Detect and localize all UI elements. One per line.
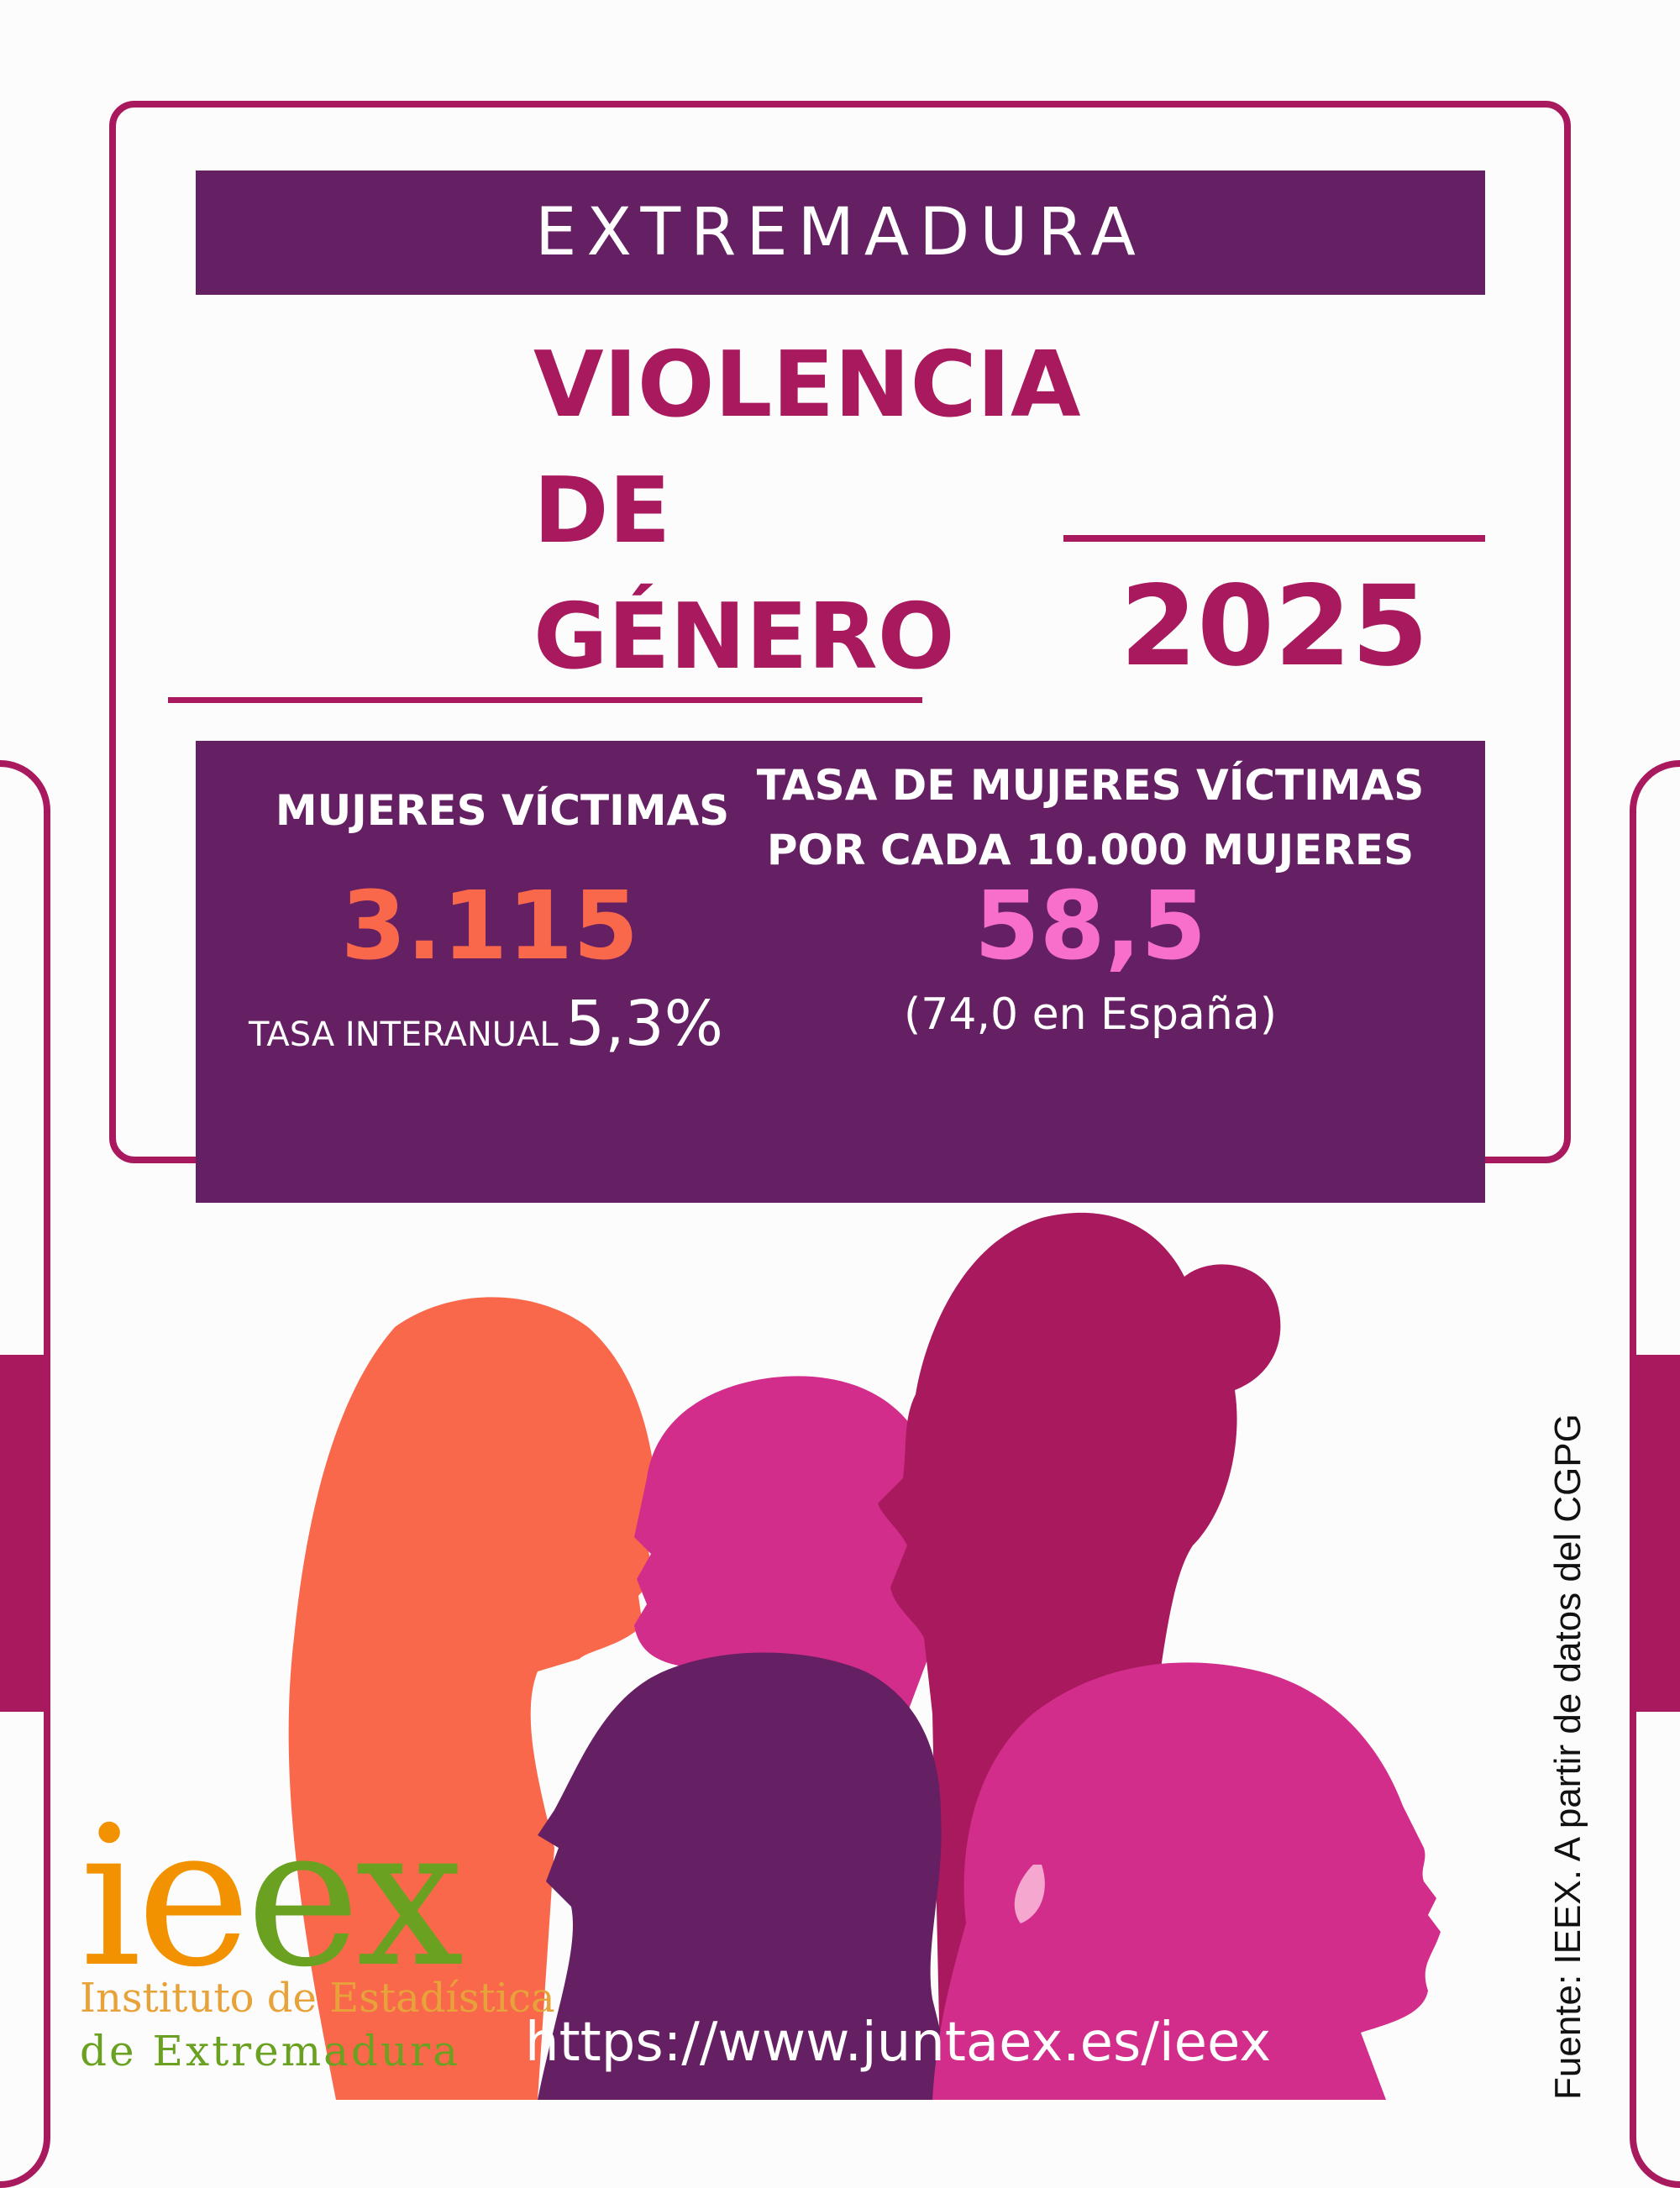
- victims-label: MUJERES VÍCTIMAS: [275, 786, 730, 835]
- region-band: EXTREMADURA: [196, 171, 1485, 295]
- rate-value: 58,5: [974, 872, 1207, 981]
- logo-line-1: Instituto de Estadística: [80, 1975, 555, 2022]
- title-line-2: DE: [533, 459, 671, 564]
- rate-label-line-2: POR CADA 10.000 MUJERES: [766, 826, 1415, 874]
- region-title: EXTREMADURA: [535, 195, 1146, 270]
- spain-comparison: (74,0 en España): [903, 989, 1277, 1040]
- website-link[interactable]: https://www.juntaex.es/ieex: [525, 2012, 1272, 2074]
- right-side-bar: [1631, 1355, 1680, 1712]
- left-side-bar: [0, 1355, 49, 1712]
- annual-rate-label: TASA INTERANUAL: [249, 1015, 559, 1054]
- stats-panel: MUJERES VÍCTIMAS 3.115 TASA INTERANUAL 5…: [196, 741, 1485, 1203]
- title-underline: [168, 697, 922, 703]
- year-overline: [1063, 535, 1485, 542]
- title-line-3: GÉNERO: [533, 585, 955, 690]
- year: 2025: [1120, 562, 1429, 691]
- ieex-logo: ieex Instituto de Estadística de Extrema…: [80, 1786, 555, 2087]
- ieex-logo-word: ieex: [80, 1786, 465, 2010]
- women-silhouettes-illustration: [288, 1212, 1441, 2100]
- title-line-1: VIOLENCIA: [533, 333, 1081, 438]
- rate-label-line-1: TASA DE MUJERES VÍCTIMAS: [756, 761, 1425, 810]
- victims-value: 3.115: [340, 872, 639, 981]
- hair-accent: [1014, 1865, 1045, 1923]
- pink-silhouette: [634, 1376, 937, 1722]
- orange-silhouette: [288, 1297, 672, 2100]
- bright-pink-silhouette: [932, 1662, 1441, 2100]
- purple-silhouette: [538, 1652, 958, 2100]
- annual-rate-value: 5,3%: [565, 988, 723, 1060]
- logo-line-2: de Extremadura: [80, 2027, 460, 2075]
- source-note: Fuente: IEEX. A partir de datos del CGPG: [1547, 1414, 1588, 2100]
